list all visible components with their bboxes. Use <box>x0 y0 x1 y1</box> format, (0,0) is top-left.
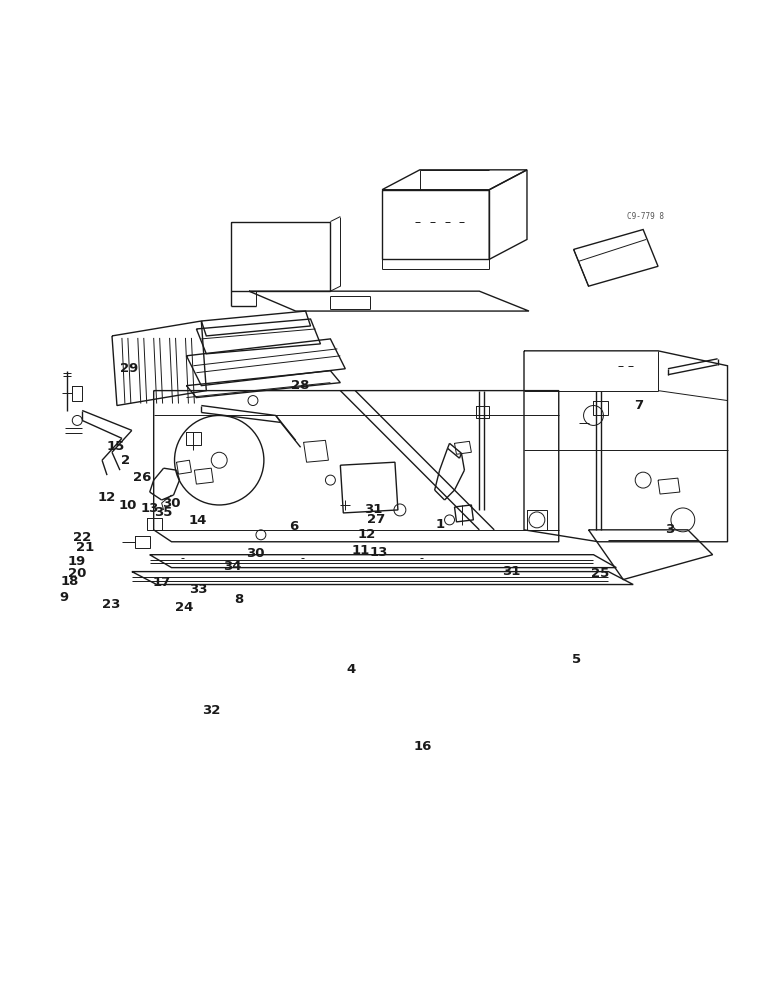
Text: 30: 30 <box>162 497 181 510</box>
Text: 24: 24 <box>175 601 194 614</box>
Text: 18: 18 <box>61 575 80 588</box>
Text: 23: 23 <box>103 598 120 611</box>
Text: 8: 8 <box>234 593 243 606</box>
Text: 31: 31 <box>503 565 521 578</box>
Text: 19: 19 <box>68 555 86 568</box>
Text: 16: 16 <box>414 740 432 753</box>
Text: 14: 14 <box>189 514 208 527</box>
Text: 6: 6 <box>290 520 299 533</box>
Text: C9-779 8: C9-779 8 <box>628 212 665 221</box>
Text: 22: 22 <box>73 531 91 544</box>
Text: 1: 1 <box>435 518 444 531</box>
Text: 27: 27 <box>367 513 385 526</box>
Text: 21: 21 <box>76 541 94 554</box>
Text: 3: 3 <box>665 523 674 536</box>
Text: 35: 35 <box>154 506 173 519</box>
Text: 2: 2 <box>121 454 130 467</box>
Text: 10: 10 <box>119 499 137 512</box>
Text: 15: 15 <box>107 440 124 453</box>
Text: 34: 34 <box>223 560 242 573</box>
Text: 4: 4 <box>347 663 356 676</box>
Text: 33: 33 <box>189 583 208 596</box>
Text: 5: 5 <box>571 653 581 666</box>
Text: 13: 13 <box>141 502 159 515</box>
Text: 20: 20 <box>68 567 86 580</box>
Text: 30: 30 <box>246 547 265 560</box>
Text: 17: 17 <box>152 576 171 589</box>
Text: 32: 32 <box>202 704 221 717</box>
Text: 31: 31 <box>364 503 382 516</box>
Text: 13: 13 <box>369 546 388 559</box>
Text: 12: 12 <box>357 528 376 541</box>
Text: 25: 25 <box>591 567 610 580</box>
Text: 28: 28 <box>291 379 310 392</box>
Text: 11: 11 <box>351 544 370 557</box>
Text: 26: 26 <box>133 471 151 484</box>
Text: 29: 29 <box>120 362 138 375</box>
Text: 9: 9 <box>59 591 69 604</box>
Text: 7: 7 <box>635 399 644 412</box>
Text: 12: 12 <box>97 491 115 504</box>
